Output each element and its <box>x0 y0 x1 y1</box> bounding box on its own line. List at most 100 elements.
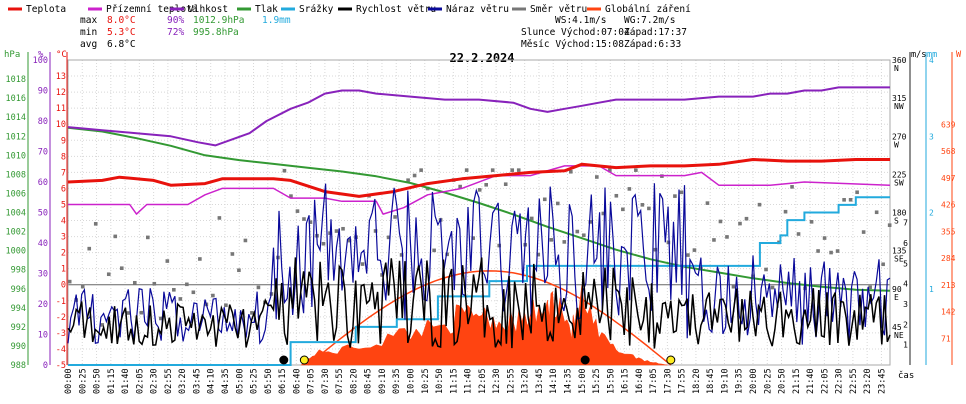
hpa-tick-label: 994 <box>11 304 26 314</box>
series-wind-dir-point <box>126 311 131 315</box>
hpa-tick-label: 1014 <box>6 113 26 123</box>
x-tick-label: 13:45 <box>535 368 545 394</box>
series-wind-dir-point <box>647 206 651 211</box>
series-wind-dir-point <box>751 274 755 279</box>
x-tick-label: 06:40 <box>292 368 302 394</box>
series-wind-dir-point <box>510 168 515 172</box>
dir-tick-compass: SW <box>894 178 904 187</box>
x-tick-label: 20:50 <box>778 368 788 394</box>
series-wind-dir-point <box>334 229 339 233</box>
dir-tick-label: 180 <box>892 209 907 218</box>
x-tick-label: 05:25 <box>250 368 260 394</box>
temp-tick-label: 1 <box>61 265 66 275</box>
sun-moon-info: WS:4.1m/s WG:7.2m/s Slunce Východ:07:04 … <box>521 15 687 50</box>
stats-avg-label: avg <box>80 39 97 50</box>
x-tick-label: 14:35 <box>563 368 573 394</box>
legend-label-solar: Globální záření <box>605 4 691 15</box>
ms-axis-unit: m/s <box>911 50 926 60</box>
series-wind-dir-point <box>549 238 554 242</box>
x-tick-label: 17:55 <box>678 368 688 394</box>
series-wind-dir-point <box>568 169 573 174</box>
pct-axis-unit: % <box>38 50 44 60</box>
series-wind-dir-point <box>686 253 690 257</box>
series-wind-dir-point <box>106 272 111 277</box>
stats-min-hum: 72% <box>167 27 184 38</box>
sun-marker-yellow <box>666 355 676 365</box>
x-tick-label: 15:25 <box>592 368 602 394</box>
moon-info: Měsíc Východ:15:08 <box>521 39 624 50</box>
series-wind-dir-point <box>718 219 723 224</box>
hpa-tick-label: 988 <box>11 361 26 371</box>
pct-tick-label: 0 <box>43 361 48 371</box>
series-temp-line <box>67 158 890 198</box>
series-wind-dir-point <box>503 182 508 187</box>
legend-label-gust: Náraz větru <box>446 4 509 15</box>
dir-tick-label: 225 <box>892 170 907 179</box>
x-tick-label: 23:20 <box>863 368 873 394</box>
series-wind-dir-point <box>458 184 462 189</box>
series-wind-dir-point <box>178 297 183 301</box>
x-tick-label: 04:10 <box>207 368 217 394</box>
dir-tick-label: 360 <box>892 56 907 65</box>
ms-tick-label: 7 <box>903 219 908 228</box>
x-tick-label: 08:45 <box>364 368 374 394</box>
mm-tick-label: 2 <box>929 209 934 218</box>
ms-tick-label: 5 <box>903 259 908 268</box>
dir-tick-compass: SE <box>894 255 904 264</box>
series-wind-dir-point <box>191 290 196 295</box>
hpa-tick-label: 1016 <box>6 94 26 104</box>
pct-tick-label: 100 <box>33 56 48 66</box>
x-tick-label: 17:30 <box>663 368 673 394</box>
series-wind-dir-point <box>848 197 853 202</box>
dir-tick-compass: NE <box>894 331 904 340</box>
series-wind-dir-point <box>67 279 72 284</box>
series-wind-dir-point <box>516 168 521 172</box>
wind-speed-info: WS:4.1m/s <box>555 15 606 26</box>
series-wind-dir-point <box>640 203 645 207</box>
series-hum-line <box>67 86 890 147</box>
series-wind-dir-point <box>302 217 306 221</box>
dir-tick-label: 270 <box>892 132 907 141</box>
series-wind-dir-point <box>432 248 436 253</box>
x-tick-label: 07:30 <box>321 368 331 394</box>
x-tick-label: 05:00 <box>235 368 245 394</box>
series-wind-dir-point <box>725 235 729 239</box>
ms-tick-label: 1 <box>903 341 908 350</box>
series-wind-dir-point <box>536 252 541 257</box>
series-wind-dir-point <box>477 188 482 192</box>
x-tick-label: 16:15 <box>621 368 631 394</box>
series-wind-dir-point <box>217 216 222 220</box>
dir-tick-label: 45 <box>892 323 902 332</box>
legend-label-dir: Směr větru <box>530 4 587 15</box>
temp-tick-label: 8 <box>61 152 66 162</box>
x-tick-label: 04:35 <box>221 368 231 394</box>
x-tick-label: 02:05 <box>135 368 145 394</box>
series-wind-dir-point <box>790 185 794 189</box>
series-wind-dir-point <box>386 235 391 240</box>
stats-max-hum: 90% <box>167 15 184 26</box>
w-tick-label: 497 <box>941 174 956 183</box>
hpa-tick-label: 998 <box>11 266 26 276</box>
x-tick-label: 21:40 <box>806 368 816 394</box>
series-wind-dir-point <box>666 240 671 245</box>
w-tick-label: 355 <box>941 227 956 236</box>
dir-tick-label: 90 <box>892 285 902 294</box>
x-tick-label: 20:00 <box>749 368 759 394</box>
series-wind-dir-point <box>887 223 892 227</box>
series-wind-dir-point <box>243 238 248 243</box>
series-wind-dir-point <box>608 168 612 172</box>
stats-max-temp: 8.0°C <box>107 15 136 26</box>
series-wind-dir-point <box>738 221 742 226</box>
x-tick-label: 10:25 <box>421 368 431 394</box>
x-tick-label: 15:00 <box>578 368 588 394</box>
x-tick-label: 16:40 <box>635 368 645 394</box>
series-wind-dir-point <box>692 248 697 252</box>
series-wind-gust-line <box>67 183 891 345</box>
pct-tick-label: 80 <box>38 117 48 127</box>
mm-tick-label: 4 <box>929 56 934 65</box>
series-wind-dir-point <box>712 238 716 242</box>
pct-tick-label: 50 <box>38 209 48 219</box>
stats-max-press: 1012.9hPa <box>193 15 244 26</box>
series-wind-dir-point <box>341 226 345 231</box>
